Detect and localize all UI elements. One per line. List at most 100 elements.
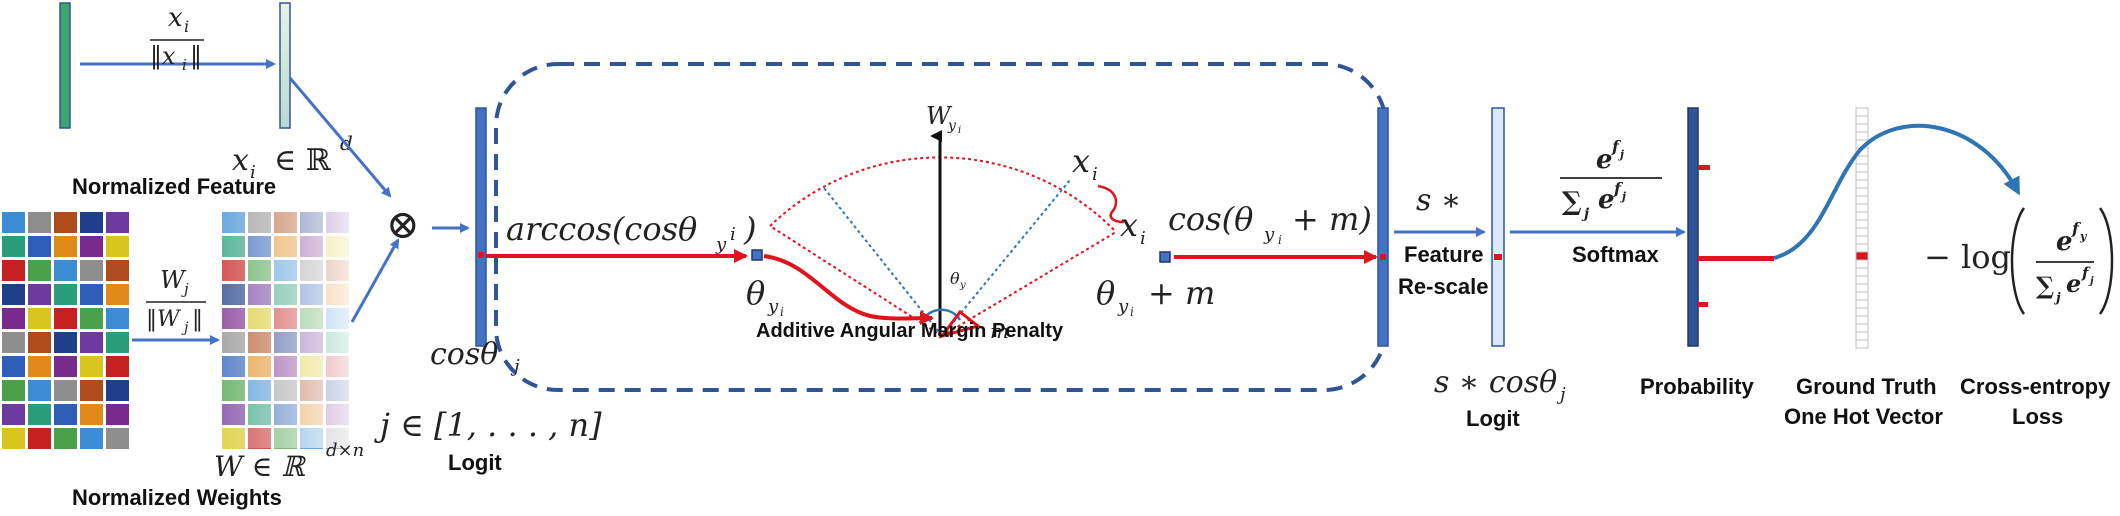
one-hot-cell bbox=[1855, 211, 1869, 221]
weight-cell bbox=[80, 428, 103, 449]
theta-point bbox=[751, 249, 763, 261]
svg-text:W: W bbox=[926, 102, 953, 130]
one-hot-cell bbox=[1855, 227, 1869, 237]
scaled-logit-target-cell bbox=[1494, 254, 1502, 260]
svg-text:W: W bbox=[160, 266, 187, 294]
weight-cell bbox=[28, 356, 51, 377]
svg-text:j: j bbox=[1618, 148, 1624, 161]
svg-text:i: i bbox=[182, 56, 187, 74]
weight-cell bbox=[54, 380, 77, 401]
svg-text:e: e bbox=[2056, 227, 2073, 257]
weight-cell bbox=[80, 284, 103, 305]
svg-text:cosθ: cosθ bbox=[430, 337, 498, 372]
svg-text:j: j bbox=[181, 320, 189, 336]
svg-text:‖: ‖ bbox=[192, 307, 203, 332]
m-label: m bbox=[990, 319, 1009, 343]
normalized-weights-fade bbox=[222, 212, 352, 448]
one-hot-cell bbox=[1855, 163, 1869, 173]
svg-text:x: x bbox=[1120, 206, 1138, 244]
one-hot-cell bbox=[1855, 171, 1869, 181]
margin-rotation-arrow bbox=[763, 254, 934, 326]
svg-text:y: y bbox=[959, 280, 966, 291]
one-hot-cell bbox=[1855, 267, 1869, 277]
feature-normalization-formula: x i ‖x i ‖ bbox=[150, 3, 204, 74]
one-hot-cell bbox=[1855, 323, 1869, 333]
theta-plus-m-label: θ y i + m bbox=[1096, 274, 1215, 319]
weight-cell bbox=[106, 380, 129, 401]
svg-text:y: y bbox=[715, 234, 727, 255]
svg-text:W ∈ ℝ: W ∈ ℝ bbox=[214, 450, 306, 483]
logit-left-target-cell bbox=[478, 252, 484, 258]
weight-cell bbox=[80, 260, 103, 281]
one-hot-cell bbox=[1855, 155, 1869, 165]
weight-cell bbox=[28, 380, 51, 401]
weight-cell bbox=[54, 284, 77, 305]
weight-cell bbox=[2, 260, 25, 281]
weight-cell bbox=[106, 212, 129, 233]
probability-peak-small-1 bbox=[1698, 165, 1710, 170]
weight-cell bbox=[2, 332, 25, 353]
xi-upper-label: x i bbox=[1072, 142, 1098, 185]
s-star-label: s ∗ bbox=[1416, 183, 1461, 218]
one-hot-cell bbox=[1855, 195, 1869, 205]
svg-text:‖x: ‖x bbox=[150, 42, 176, 71]
weight-cell bbox=[2, 308, 25, 329]
svg-text:x: x bbox=[1072, 142, 1090, 180]
weight-cell bbox=[80, 332, 103, 353]
svg-text:∑: ∑ bbox=[1562, 187, 1582, 217]
svg-text:∈ ℝ: ∈ ℝ bbox=[274, 143, 332, 178]
weight-cell bbox=[2, 356, 25, 377]
margin-logit-bar bbox=[1377, 107, 1389, 347]
margin-logit-target-cell bbox=[1380, 254, 1386, 260]
one-hot-cell bbox=[1855, 179, 1869, 189]
svg-text:‖W: ‖W bbox=[146, 307, 182, 332]
svg-text:j: j bbox=[510, 356, 520, 377]
softmax-formula: e f j ∑ j e f j bbox=[1560, 137, 1662, 222]
one-hot-cell bbox=[1855, 307, 1869, 317]
loss-curve-arrow bbox=[1773, 123, 2020, 260]
weight-cell bbox=[54, 428, 77, 449]
svg-text:e: e bbox=[1596, 145, 1613, 175]
svg-text:− log: − log bbox=[1924, 238, 2011, 276]
one-hot-cell bbox=[1855, 243, 1869, 253]
weight-cell bbox=[28, 212, 51, 233]
svg-text:‖: ‖ bbox=[190, 42, 202, 71]
weight-cell bbox=[106, 236, 129, 257]
weight-cell bbox=[106, 332, 129, 353]
svg-text:d×n: d×n bbox=[326, 440, 364, 461]
svg-text:j: j bbox=[1620, 190, 1626, 203]
weight-cell bbox=[80, 212, 103, 233]
weight-cell bbox=[80, 380, 103, 401]
raw-weights-matrix bbox=[2, 212, 129, 449]
margin-penalty-label: Additive Angular Margin Penalty bbox=[756, 320, 1064, 342]
svg-text:f: f bbox=[1613, 179, 1624, 198]
feature-rescale-label-1: Feature bbox=[1404, 242, 1483, 267]
normalized-feature-bar bbox=[279, 2, 291, 129]
weight-cell bbox=[80, 356, 103, 377]
weight-cell bbox=[2, 428, 25, 449]
weight-cell bbox=[54, 260, 77, 281]
weight-cell bbox=[2, 404, 25, 425]
s-cos-theta-label: s ∗ cosθ j bbox=[1434, 365, 1566, 405]
one-hot-cell bbox=[1855, 315, 1869, 325]
svg-text:y: y bbox=[947, 118, 957, 134]
svg-text:θ: θ bbox=[950, 269, 960, 288]
weight-cell bbox=[2, 380, 25, 401]
one-hot-cell bbox=[1855, 283, 1869, 293]
svg-text:θ: θ bbox=[746, 274, 765, 312]
svg-text:i: i bbox=[958, 125, 961, 136]
theta-yi-label: θ y i bbox=[746, 274, 784, 319]
svg-text:i: i bbox=[1278, 233, 1282, 247]
svg-text:+ m): + m) bbox=[1292, 200, 1372, 238]
svg-text:i: i bbox=[1130, 305, 1134, 319]
one-hot-cell bbox=[1855, 187, 1869, 197]
svg-text:i: i bbox=[780, 305, 784, 319]
weight-cell bbox=[106, 260, 129, 281]
feature-space-label: x i ∈ ℝ d bbox=[232, 131, 353, 183]
weight-cell bbox=[54, 212, 77, 233]
svg-text:i: i bbox=[184, 17, 189, 36]
one-hot-cell bbox=[1855, 123, 1869, 133]
arccos-label: arccos(cosθ y i ) bbox=[506, 210, 756, 255]
cross-entropy-label-1: Cross-entropy bbox=[1960, 374, 2111, 399]
probability-label: Probability bbox=[1640, 374, 1754, 399]
